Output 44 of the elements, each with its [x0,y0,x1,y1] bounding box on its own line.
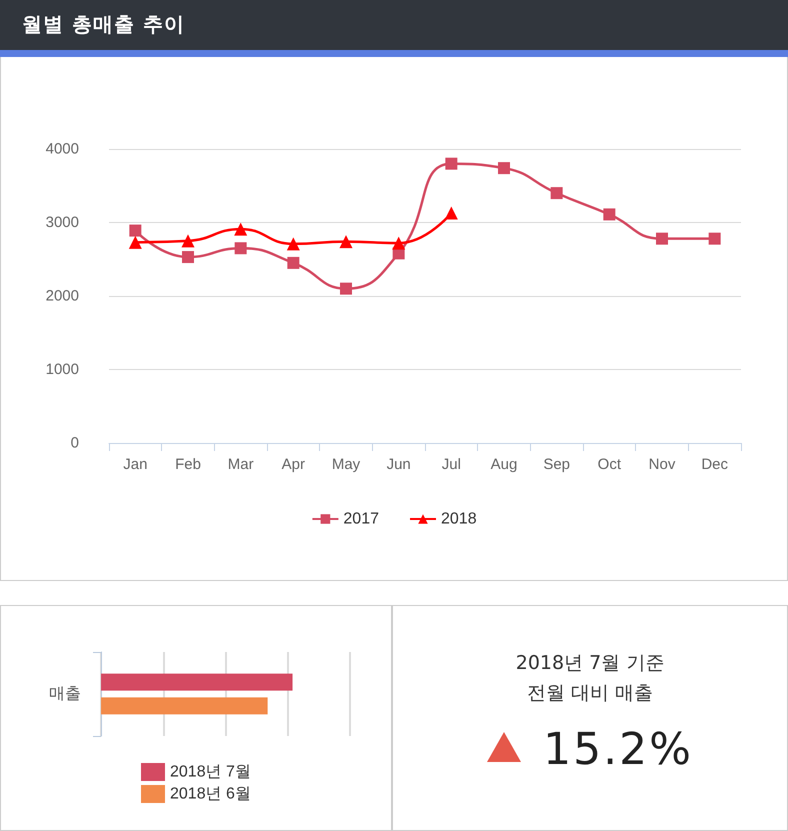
x-tick-label: Jun [386,456,411,473]
legend-label: 2018년 7월 [170,764,251,780]
point [340,235,352,248]
legend-label: 2018년 6월 [170,786,251,802]
point [340,282,352,295]
point [444,206,458,220]
text: 15.2% [543,724,693,775]
x-tick-label: May [332,456,361,473]
point [234,222,248,236]
x-tick-label: Aug [490,456,518,473]
point [286,237,300,250]
y-tick-label: 1000 [46,361,79,378]
x-tick-label: Oct [598,456,622,473]
point [656,232,668,245]
x-tick-label: Apr [282,456,306,473]
x-tick-label: Feb [175,456,201,473]
legend-label: 2018 [441,510,477,528]
y-tick-label: 2000 [46,288,79,304]
y-tick-label: 0 [70,434,79,452]
point [445,158,458,170]
point [128,236,142,249]
point [182,251,194,264]
x-tick-label: Dec [701,456,728,473]
x-tick-label: Jan [123,456,148,473]
point [708,232,721,245]
y-tick-label: 매출 [49,686,81,702]
point [234,242,247,254]
x-tick-label: Mar [228,456,254,473]
point [392,236,406,250]
legend-label: 2017 [343,510,380,528]
y-tick-label: 3000 [46,214,79,231]
text: 2018년 7월 기준 [514,651,666,676]
point [182,234,194,248]
y-tick-label: 4000 [46,140,79,158]
text: 전월 대비 매출 [526,681,654,706]
x-tick-label: Jul [442,456,461,473]
point [550,187,563,200]
x-tick-label: Sep [543,456,570,473]
point [287,256,300,269]
point [129,224,142,237]
point [603,208,616,220]
chart-title: 월별 총매출 추이 [22,11,185,38]
point [498,162,510,174]
x-tick-label: Nov [648,456,676,473]
